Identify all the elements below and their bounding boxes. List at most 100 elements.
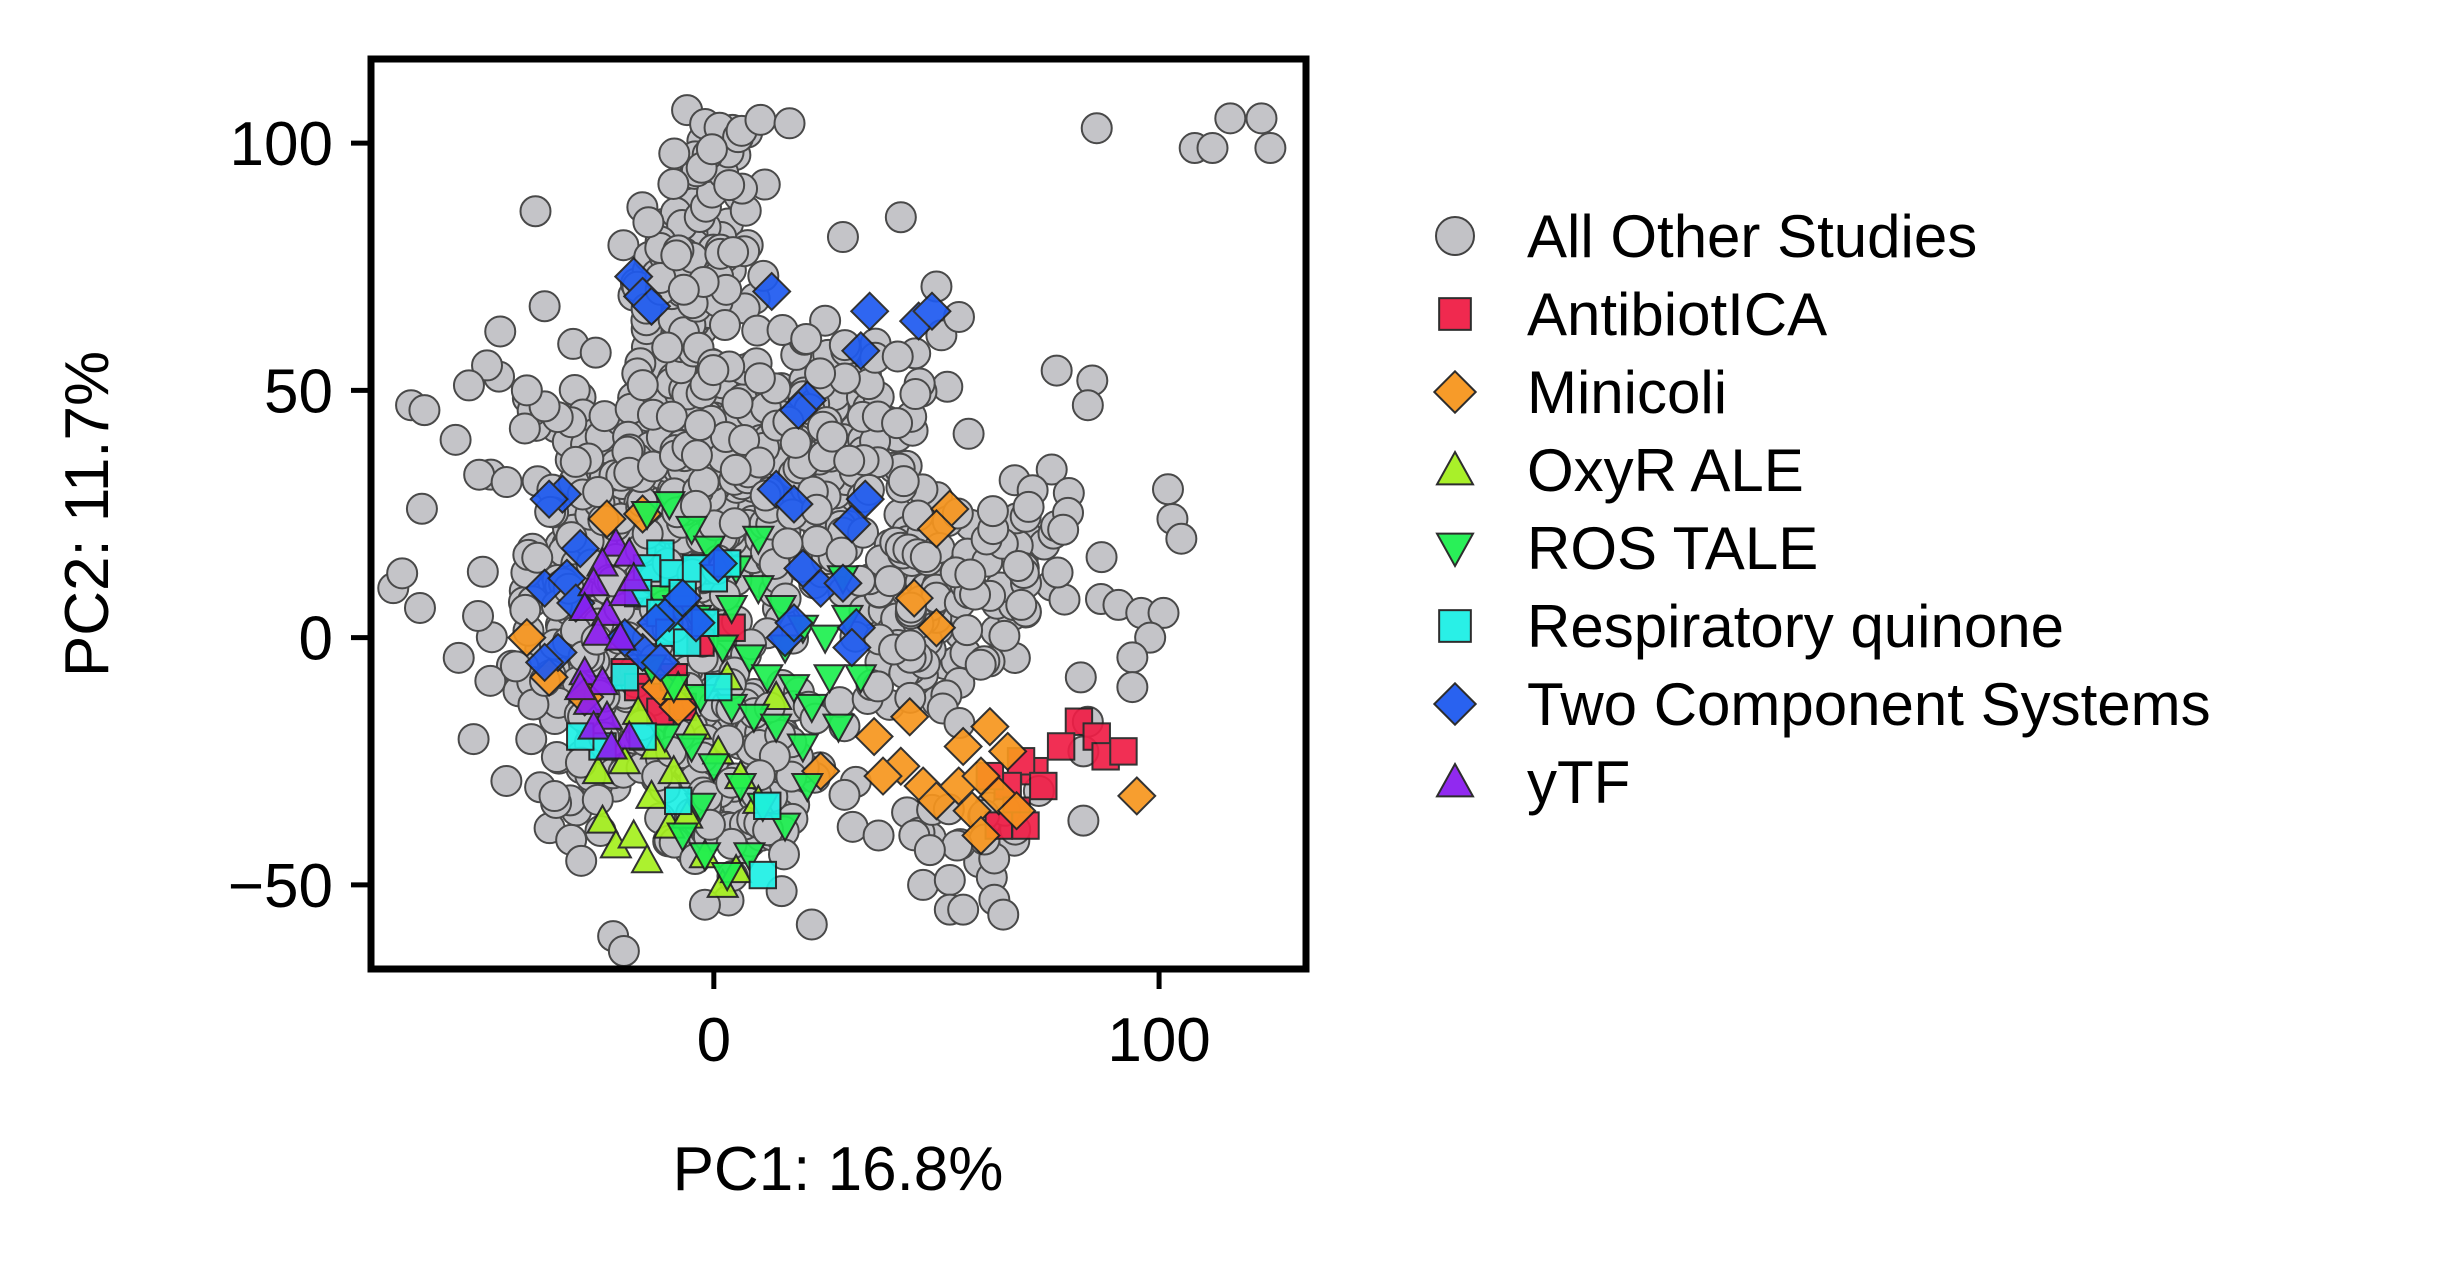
legend-label: ROS TALE <box>1527 515 1818 582</box>
data-point <box>804 357 837 390</box>
data-point <box>565 844 598 877</box>
data-point <box>581 615 615 646</box>
data-point <box>664 786 693 816</box>
data-point <box>538 780 571 813</box>
data-point <box>795 693 829 724</box>
data-point <box>1005 588 1038 621</box>
data-point <box>640 642 681 683</box>
data-point <box>632 206 665 239</box>
legend-label: Minicoli <box>1527 359 1727 426</box>
data-point <box>718 507 751 540</box>
data-point <box>608 576 642 607</box>
data-point <box>795 908 828 941</box>
data-points <box>377 94 1287 967</box>
data-point <box>913 834 946 867</box>
data-point <box>899 378 932 411</box>
legend-marker <box>1435 761 1475 798</box>
data-point <box>844 664 878 695</box>
data-point <box>750 664 784 695</box>
data-point <box>581 783 614 816</box>
legend-marker <box>1432 369 1478 415</box>
data-point <box>667 273 700 306</box>
data-point <box>779 426 812 459</box>
data-point <box>607 935 640 967</box>
data-point <box>1165 522 1198 555</box>
x-tick-label: 100 <box>1107 1006 1210 1075</box>
data-point <box>774 602 814 643</box>
y-tick-label: −50 <box>228 852 333 921</box>
data-point <box>1040 354 1073 387</box>
data-point <box>528 290 561 323</box>
data-point <box>790 322 823 355</box>
data-point <box>743 362 776 395</box>
data-point <box>1067 804 1100 837</box>
data-point <box>508 412 541 445</box>
data-point <box>943 726 983 767</box>
data-point <box>961 815 1001 856</box>
data-point <box>987 731 1028 772</box>
data-point <box>717 236 750 269</box>
data-point <box>630 843 664 874</box>
data-point <box>808 624 842 655</box>
data-point <box>777 674 811 705</box>
data-point <box>585 546 620 577</box>
data-point <box>603 620 638 651</box>
data-point <box>832 627 872 668</box>
data-point <box>660 239 693 272</box>
data-point <box>951 614 984 647</box>
data-point <box>714 594 749 626</box>
data-point <box>907 868 940 901</box>
legend-label: AntibiotICA <box>1527 281 1827 348</box>
y-axis-label: PC2: 11.7% <box>53 351 122 677</box>
data-point <box>741 525 776 556</box>
data-point <box>463 458 496 491</box>
data-point <box>655 400 688 433</box>
data-point <box>608 744 642 775</box>
data-point <box>634 778 669 809</box>
series-all-other-studies <box>377 94 1287 967</box>
data-point <box>626 369 659 402</box>
data-point <box>723 773 758 804</box>
data-point <box>954 558 987 591</box>
data-point <box>490 466 523 499</box>
data-point <box>674 515 709 546</box>
data-point <box>708 309 741 342</box>
data-point <box>996 790 1037 831</box>
legend-label: All Other Studies <box>1527 203 1977 270</box>
legend-marker <box>1432 681 1478 727</box>
data-point <box>403 591 436 624</box>
data-point <box>1245 102 1278 135</box>
data-point <box>697 753 731 784</box>
data-point <box>863 756 903 796</box>
data-point <box>1047 513 1080 546</box>
data-point <box>576 566 611 597</box>
data-point <box>916 509 957 549</box>
data-point <box>616 561 651 592</box>
data-point <box>988 619 1021 652</box>
data-point <box>1109 737 1138 766</box>
data-point <box>657 167 690 200</box>
data-point <box>581 754 615 785</box>
data-point <box>710 862 744 893</box>
data-point <box>1151 473 1184 506</box>
data-point <box>515 723 548 756</box>
data-point <box>676 602 716 643</box>
data-point <box>751 271 792 312</box>
data-point <box>683 792 718 823</box>
data-point <box>572 684 606 715</box>
data-point <box>529 479 569 519</box>
data-point <box>854 716 894 757</box>
data-point <box>881 407 914 440</box>
y-axis-ticks: −50 0 50 100 <box>228 110 371 921</box>
data-point <box>942 300 975 333</box>
data-point <box>665 822 700 853</box>
data-point <box>931 370 964 403</box>
data-point <box>753 791 782 820</box>
data-point <box>884 201 917 234</box>
data-point <box>616 818 651 849</box>
data-point <box>1002 550 1035 583</box>
data-point <box>816 420 849 453</box>
data-point <box>773 107 806 140</box>
legend-marker <box>1438 297 1472 331</box>
data-point <box>1196 132 1229 165</box>
